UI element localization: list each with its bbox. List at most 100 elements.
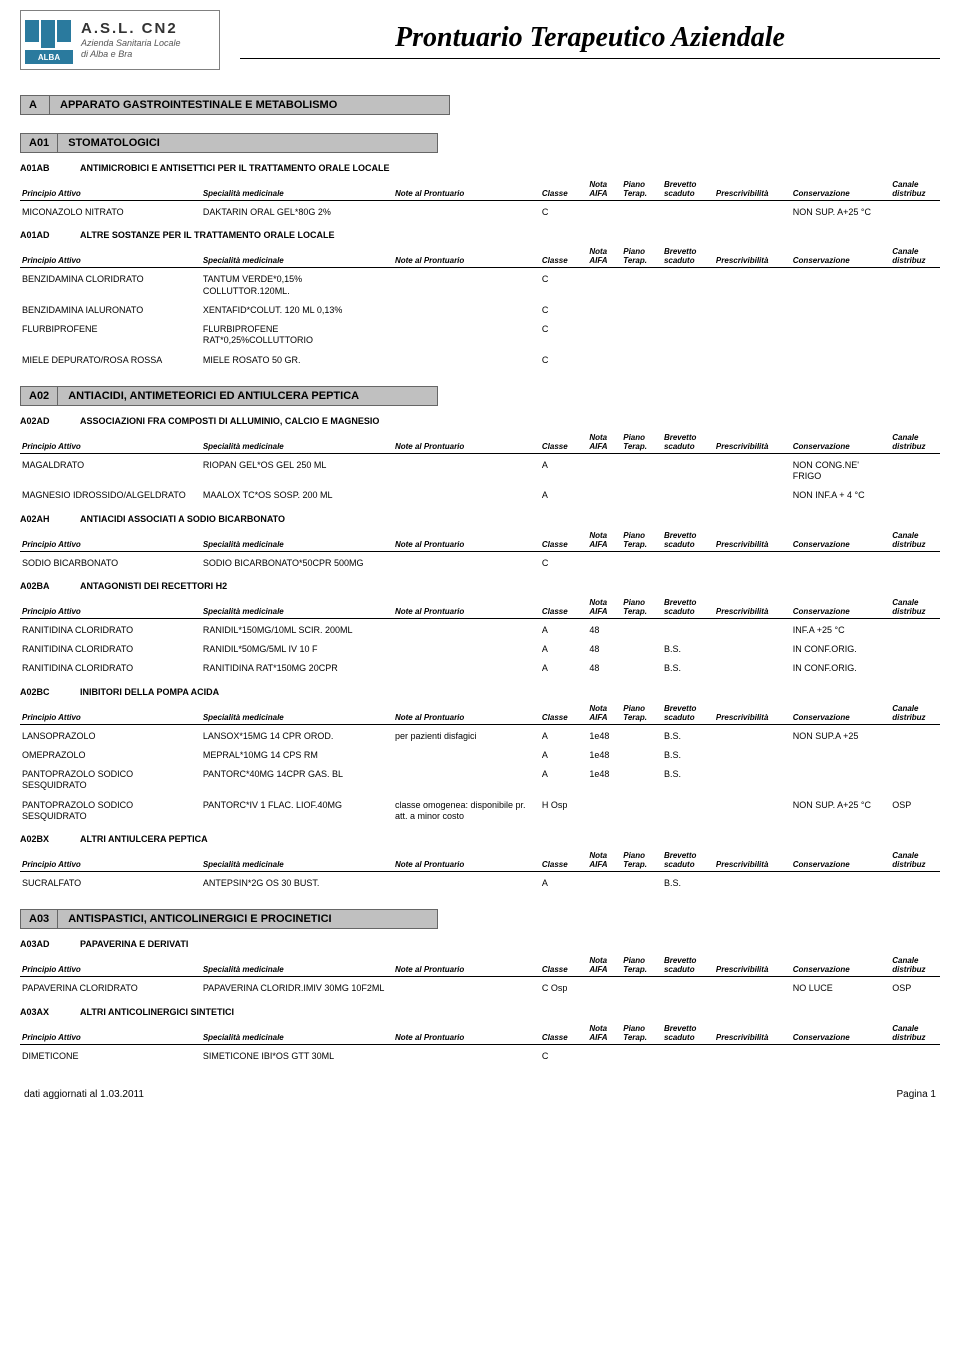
group-code: A02BA [20,581,80,591]
col-header: Note al Prontuario [393,848,540,872]
col-header: Canale distribuz [890,1021,940,1045]
col-header: Piano Terap. [621,528,662,552]
cell-presc [714,268,791,299]
col-header: Piano Terap. [621,430,662,454]
cell-can [890,744,940,763]
subcategory-bar: A01STOMATOLOGICI [20,133,940,153]
col-header: Conservazione [791,177,890,201]
col-header: Conservazione [791,595,890,619]
cell-can [890,872,940,892]
cell-spec: ANTEPSIN*2G OS 30 BUST. [201,872,393,892]
col-header: Nota AIFA [587,848,621,872]
cell-pt [621,618,662,638]
group-name: ASSOCIAZIONI FRA COMPOSTI DI ALLUMINIO, … [80,416,379,426]
table-row: RANITIDINA CLORIDRATORANIDIL*50MG/5ML IV… [20,638,940,657]
group-name: ANTAGONISTI DEI RECETTORI H2 [80,581,227,591]
cell-classe: A [540,484,587,503]
cell-br: B.S. [662,872,714,892]
group-code: A01AB [20,163,80,173]
cell-br: B.S. [662,657,714,676]
cell-na: 1e48 [587,763,621,794]
cell-spec: PANTORC*40MG 14CPR GAS. BL [201,763,393,794]
cell-pt [621,484,662,503]
cell-presc [714,724,791,744]
col-header: Specialità medicinale [201,177,393,201]
cell-pa: MICONAZOLO NITRATO [20,201,201,221]
content: AAPPARATO GASTROINTESTINALE E METABOLISM… [20,95,940,1064]
col-header: Canale distribuz [890,701,940,725]
col-header: Prescrivibilità [714,177,791,201]
cell-note [393,551,540,571]
logo-asl: A.S.L. CN2 [81,20,181,38]
cell-cons: IN CONF.ORIG. [791,638,890,657]
cell-note [393,201,540,221]
subcategory-bar: A03ANTISPASTICI, ANTICOLINERGICI E PROCI… [20,909,940,929]
cell-br [662,484,714,503]
col-header: Specialità medicinale [201,595,393,619]
cell-classe: C [540,318,587,349]
cell-cons [791,763,890,794]
cell-br [662,453,714,484]
cell-pa: PANTOPRAZOLO SODICO SESQUIDRATO [20,763,201,794]
col-header: Note al Prontuario [393,595,540,619]
cell-pt [621,453,662,484]
col-header: Classe [540,244,587,268]
cell-can [890,299,940,318]
cell-br [662,349,714,368]
table-row: MICONAZOLO NITRATODAKTARIN ORAL GEL*80G … [20,201,940,221]
drug-table: Principio AttivoSpecialità medicinaleNot… [20,701,940,825]
cell-br [662,977,714,997]
cell-spec: PAPAVERINA CLORIDR.IMIV 30MG 10F2ML [201,977,393,997]
cell-can [890,484,940,503]
cell-pt [621,551,662,571]
cell-cons: NON INF.A + 4 °C [791,484,890,503]
footer-page: Pagina 1 [897,1089,936,1100]
cell-presc [714,299,791,318]
col-header: Principio Attivo [20,528,201,552]
category-code: A [20,95,50,115]
cell-na: 48 [587,638,621,657]
group-header: A02BXALTRI ANTIULCERA PEPTICA [20,834,940,844]
col-header: Classe [540,848,587,872]
col-header: Specialità medicinale [201,848,393,872]
col-header: Principio Attivo [20,1021,201,1045]
cell-presc [714,551,791,571]
col-header: Classe [540,430,587,454]
col-header: Brevetto scaduto [662,701,714,725]
cell-pa: PANTOPRAZOLO SODICO SESQUIDRATO [20,794,201,825]
group-name: ANTIACIDI ASSOCIATI A SODIO BICARBONATO [80,514,285,524]
cell-br: B.S. [662,763,714,794]
cell-pa: PAPAVERINA CLORIDRATO [20,977,201,997]
table-row: DIMETICONESIMETICONE IBI*OS GTT 30MLC [20,1044,940,1064]
cell-presc [714,318,791,349]
col-header: Specialità medicinale [201,1021,393,1045]
cell-classe: C [540,1044,587,1064]
col-header: Piano Terap. [621,848,662,872]
cell-pt [621,318,662,349]
cell-cons [791,551,890,571]
cell-cons: IN CONF.ORIG. [791,657,890,676]
col-header: Canale distribuz [890,244,940,268]
cell-presc [714,744,791,763]
cell-pa: BENZIDAMINA IALURONATO [20,299,201,318]
cell-na [587,201,621,221]
subcategory-code: A02 [20,386,58,406]
col-header: Prescrivibilità [714,1021,791,1045]
cell-presc [714,977,791,997]
cell-can [890,657,940,676]
cell-spec: MEPRAL*10MG 14 CPS RM [201,744,393,763]
cell-presc [714,201,791,221]
cell-na [587,318,621,349]
col-header: Principio Attivo [20,848,201,872]
col-header: Conservazione [791,701,890,725]
col-header: Principio Attivo [20,244,201,268]
cell-br [662,551,714,571]
group-header: A02BAANTAGONISTI DEI RECETTORI H2 [20,581,940,591]
footer-date: dati aggiornati al 1.03.2011 [24,1089,144,1100]
col-header: Conservazione [791,953,890,977]
cell-note [393,299,540,318]
group-name: INIBITORI DELLA POMPA ACIDA [80,687,219,697]
cell-spec: RANIDIL*150MG/10ML SCIR. 200ML [201,618,393,638]
col-header: Specialità medicinale [201,244,393,268]
cell-spec: LANSOX*15MG 14 CPR OROD. [201,724,393,744]
